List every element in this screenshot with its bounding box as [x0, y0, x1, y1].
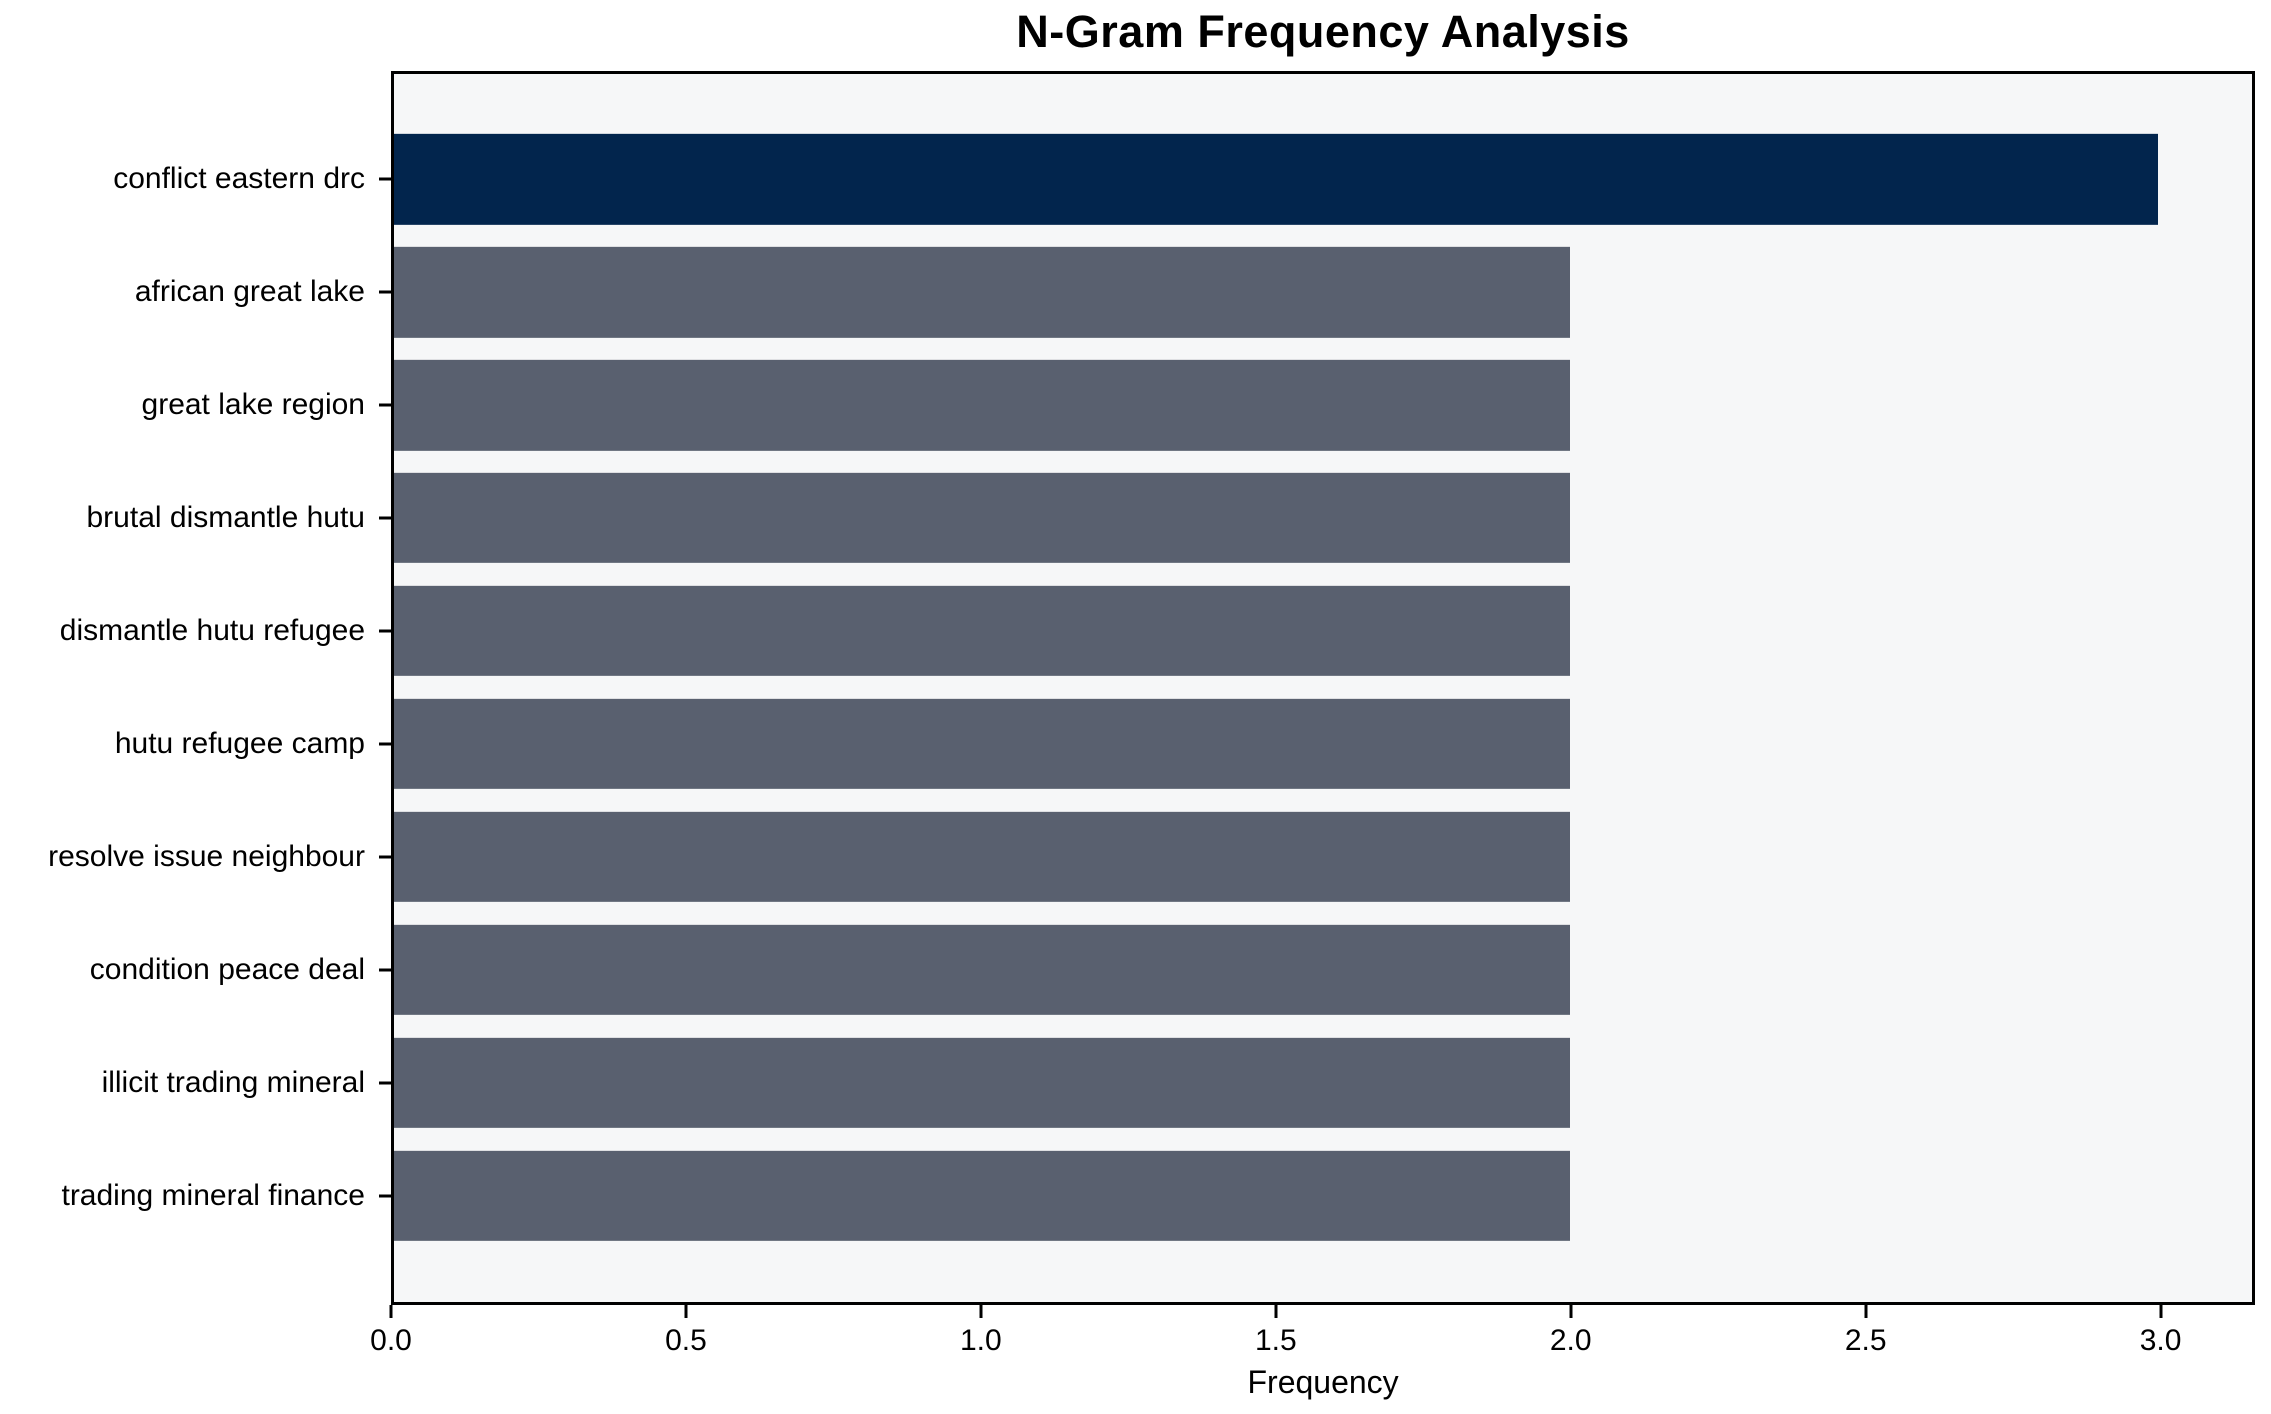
bar-row: conflict eastern drc [113, 123, 2252, 236]
y-tick-mark [379, 742, 391, 746]
bar-illicit-trading-mineral [394, 1037, 1570, 1128]
y-tick-mark [379, 968, 391, 972]
x-tick-mark [389, 1305, 393, 1318]
y-tick-label: conflict eastern drc [113, 162, 365, 196]
bar-row: dismantle hutu refugee [60, 575, 2252, 688]
x-tick-mark [1864, 1305, 1868, 1318]
y-tick-mark [379, 177, 391, 181]
bar-great-lake-region [394, 360, 1570, 451]
x-tick-label: 1.0 [960, 1324, 1002, 1357]
bar-row: illicit trading mineral [102, 1026, 2252, 1139]
plot-area: conflict eastern drc african great lake gr… [48, 71, 2255, 1305]
y-tick-label: illicit trading mineral [101, 1065, 365, 1099]
bar-trading-mineral-finance [394, 1150, 1570, 1241]
x-tick-label: 1.5 [1254, 1324, 1297, 1357]
y-tick-label: resolve issue neighbour [48, 839, 365, 873]
y-tick-label: dismantle hutu refugee [59, 614, 365, 648]
bar-condition-peace-deal [394, 924, 1570, 1015]
bar-brutal-dismantle-hutu [394, 473, 1570, 564]
bar-conflict-eastern-drc [394, 134, 2158, 225]
x-tick-label: 2.0 [1549, 1324, 1592, 1357]
y-tick-label: hutu refugee camp [114, 726, 365, 760]
x-tick-mark [1274, 1305, 1278, 1318]
x-tick-mark [979, 1305, 983, 1318]
bar-row: brutal dismantle hutu [87, 462, 2252, 575]
bar-african-great-lake [394, 247, 1570, 338]
x-tick-mark [1569, 1305, 1573, 1318]
chart-title: N-Gram Frequency Analysis [1016, 6, 1630, 57]
x-axis-label: Frequency [1247, 1364, 1399, 1400]
y-tick-label: great lake region [141, 388, 365, 422]
bar-row: trading mineral finance [61, 1139, 2252, 1252]
bar-row: condition peace deal [90, 913, 2252, 1026]
y-tick-label: brutal dismantle hutu [86, 501, 366, 535]
x-tick-label: 0.5 [665, 1324, 707, 1357]
x-tick-label: 3.0 [2139, 1324, 2182, 1357]
y-tick-mark [379, 855, 391, 859]
bars-container: conflict eastern drc african great lake gr… [48, 74, 2252, 1302]
y-tick-mark [379, 290, 391, 294]
bar-row: resolve issue neighbour [48, 800, 2252, 913]
y-tick-label: trading mineral finance [61, 1178, 365, 1212]
bar-hutu-refugee-camp [394, 698, 1570, 790]
x-tick-label: 2.5 [1844, 1324, 1887, 1357]
y-tick-label: condition peace deal [89, 952, 365, 986]
y-tick-mark [379, 629, 391, 633]
y-tick-mark [379, 1081, 391, 1085]
x-tick-mark [2159, 1305, 2163, 1318]
bar-dismantle-hutu-refugee [394, 585, 1570, 677]
x-tick-label: 0.0 [370, 1324, 412, 1357]
y-tick-label: african great lake [134, 275, 365, 309]
y-tick-mark [379, 516, 391, 520]
bar-row: great lake region [142, 349, 2252, 462]
bar-resolve-issue-neighbour [394, 811, 1570, 903]
bar-row: african great lake [135, 236, 2252, 349]
x-tick-mark [684, 1305, 688, 1318]
bar-row: hutu refugee camp [115, 688, 2252, 801]
y-tick-mark [379, 1194, 391, 1198]
y-tick-mark [379, 403, 391, 407]
